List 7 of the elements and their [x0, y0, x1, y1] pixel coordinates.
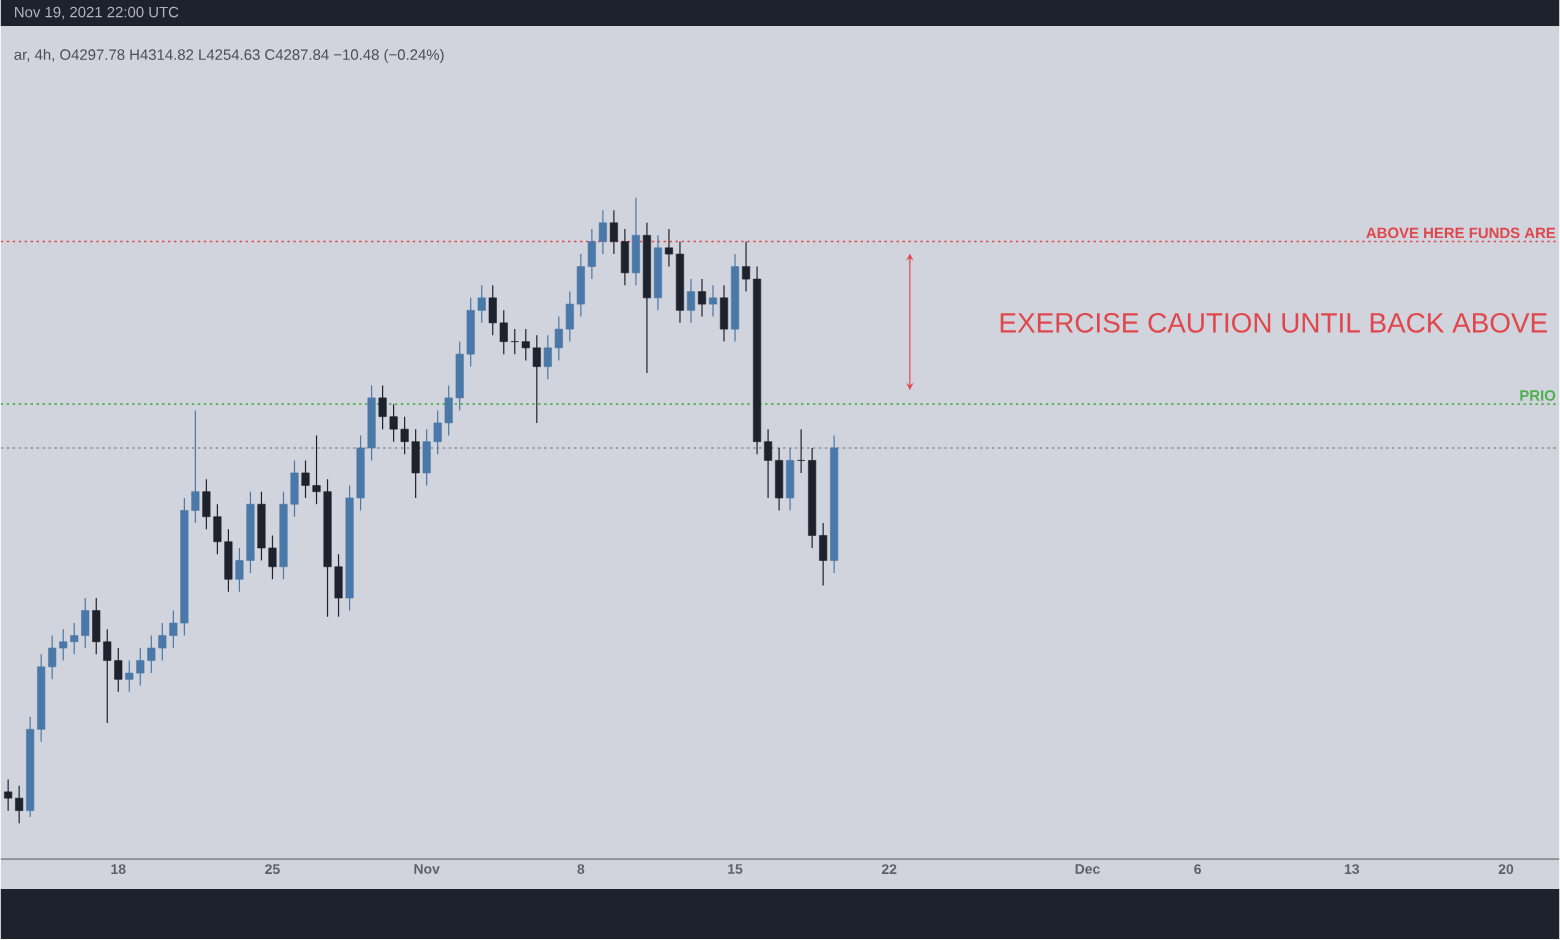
annotation: EXERCISE CAUTION UNTIL BACK ABOVE: [1000, 313, 1547, 334]
candlestick: [786, 447, 795, 512]
candlestick: [708, 285, 718, 318]
candlestick: [686, 278, 696, 324]
candlestick: [719, 285, 729, 343]
candlestick: [631, 197, 640, 287]
candlestick: [697, 278, 707, 318]
